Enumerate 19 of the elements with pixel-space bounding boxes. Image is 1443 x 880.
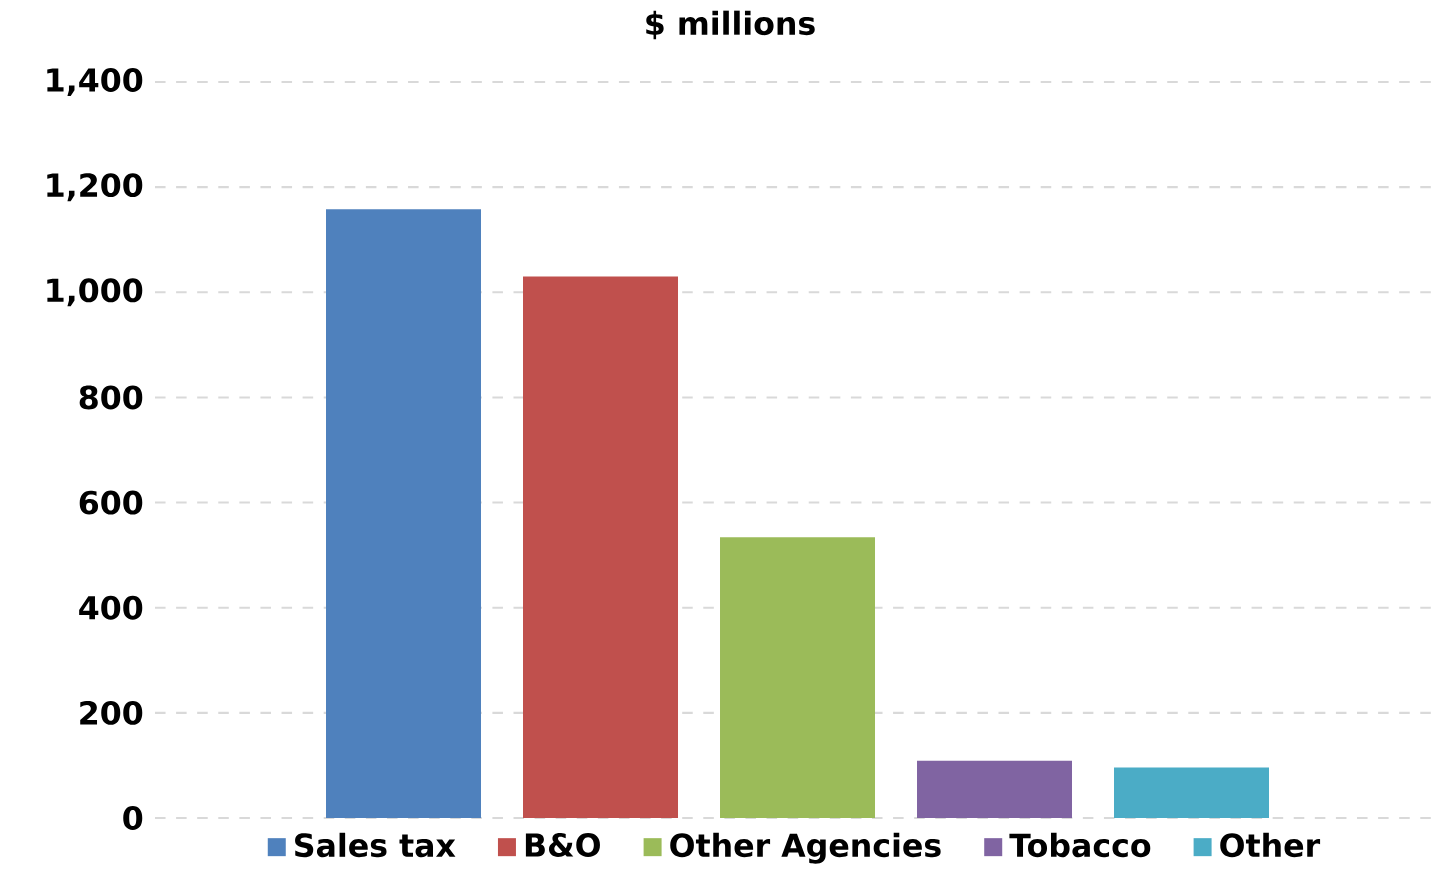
y-tick-label: 200 bbox=[80, 700, 143, 725]
legend-label: Sales tax bbox=[295, 832, 456, 858]
bar bbox=[917, 760, 1073, 818]
y-tick-label: 0 bbox=[123, 806, 143, 830]
bar bbox=[1114, 767, 1269, 818]
y-tick-label: 1,200 bbox=[47, 173, 143, 202]
bar bbox=[326, 209, 481, 818]
y-tick-label: 800 bbox=[79, 385, 143, 410]
bar bbox=[720, 537, 876, 818]
bar bbox=[523, 276, 679, 818]
y-tick-label: 600 bbox=[79, 490, 143, 515]
legend-label: Other Agencies bbox=[670, 832, 941, 864]
legend-label: B&O bbox=[525, 833, 600, 857]
y-tick-label: 400 bbox=[79, 595, 143, 620]
y-tick-label: 1,400 bbox=[47, 68, 143, 97]
legend-label: Other bbox=[1220, 832, 1321, 858]
y-tick-label: 1,000 bbox=[47, 278, 143, 307]
legend-label: Tobacco bbox=[1009, 832, 1151, 858]
chart-title: $ millions bbox=[646, 10, 815, 40]
